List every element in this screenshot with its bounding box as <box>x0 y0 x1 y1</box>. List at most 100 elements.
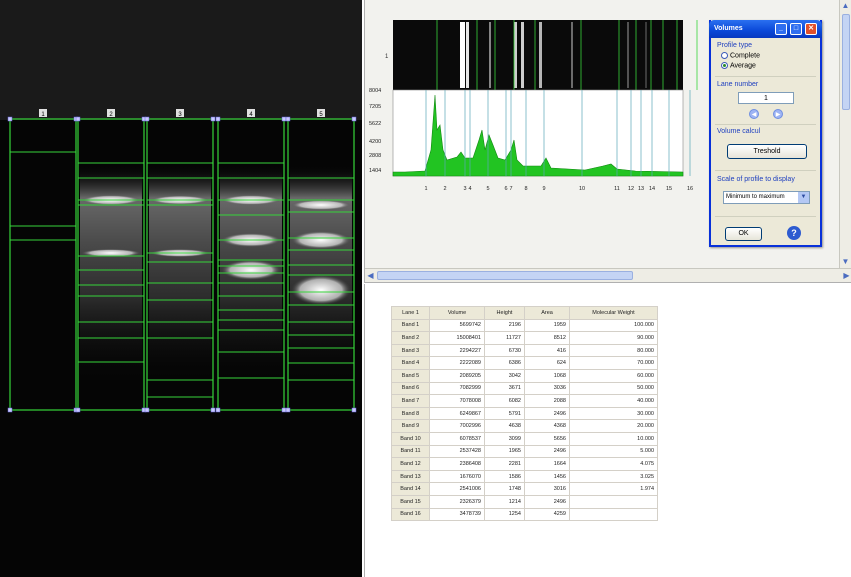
table-row[interactable]: Band 6 7082999 3671 3036 50.000 <box>391 381 658 396</box>
table-cell: 15008401 <box>429 331 485 345</box>
scale-select-value: Minimum to maximum <box>726 194 785 200</box>
volumes-dialog: Volumes _ □ ✕ Profile type Complete Aver… <box>709 20 822 247</box>
lane-handle[interactable] <box>215 116 221 122</box>
table-cell: 2222089 <box>429 356 485 370</box>
table-row[interactable]: Band 7 7078008 6082 2088 40.000 <box>391 394 658 408</box>
table-cell: 2326379 <box>429 494 485 509</box>
table-cell: 5656 <box>524 431 570 446</box>
lane-outline[interactable] <box>77 118 145 411</box>
table-row[interactable]: Band 16 3478739 1254 4259 <box>391 507 658 522</box>
lane-handle[interactable] <box>75 407 81 413</box>
dialog-title-bar[interactable]: Volumes _ □ ✕ <box>709 20 822 38</box>
table-row[interactable]: Band 8 6249867 5791 2496 30.000 <box>391 406 658 421</box>
gel-image[interactable]: 1 2 3 4 5 <box>0 0 362 577</box>
lane-handle[interactable] <box>351 116 357 122</box>
lane-increment-icon[interactable]: ▶ <box>773 109 783 119</box>
table-cell: 6078537 <box>429 431 485 446</box>
lane-handle[interactable] <box>351 407 357 413</box>
table-header-cell[interactable]: Molecular Weight <box>569 306 658 320</box>
scale-label: Scale of profile to display <box>717 176 795 183</box>
lane-outline[interactable] <box>146 118 214 411</box>
table-row[interactable]: Band 10 6078537 3099 5656 10.000 <box>391 431 658 446</box>
scroll-right-icon[interactable]: ▶ <box>843 271 850 280</box>
profile-type-label: Profile type <box>717 42 753 49</box>
maximize-icon[interactable]: □ <box>790 23 802 35</box>
table-header-cell[interactable]: Area <box>524 306 570 320</box>
lane-handle[interactable] <box>210 116 216 122</box>
table-row[interactable]: Band 5 2089205 3042 1068 60.000 <box>391 368 658 383</box>
table-row[interactable]: Band 15 2326379 1214 2496 <box>391 494 658 509</box>
table-row[interactable]: Band 14 2541006 1748 3016 1.974 <box>391 482 658 496</box>
close-icon[interactable]: ✕ <box>805 23 817 35</box>
lane-handle[interactable] <box>285 407 291 413</box>
table-cell: 6082 <box>484 394 525 408</box>
table-row[interactable]: Band 1 5699742 2196 1959 100.000 <box>391 318 658 333</box>
chevron-down-icon[interactable]: ▼ <box>798 192 809 203</box>
table-row[interactable]: Band 3 2294227 6730 416 80.000 <box>391 343 658 358</box>
vertical-scroll-thumb[interactable] <box>842 14 850 110</box>
peak-label: 10 <box>579 186 585 192</box>
scroll-down-icon[interactable]: ▼ <box>841 257 850 266</box>
lane-handle[interactable] <box>7 407 13 413</box>
table-cell: 2281 <box>484 457 525 471</box>
table-cell: 3671 <box>484 381 525 396</box>
table-cell: 1676070 <box>429 469 485 484</box>
lane-handle[interactable] <box>75 116 81 122</box>
table-cell: 2496 <box>524 444 570 459</box>
table-header-cell[interactable]: Height <box>484 306 525 320</box>
table-cell: 4.075 <box>569 457 658 471</box>
table-row[interactable]: Band 9 7002996 4638 4368 20.000 <box>391 419 658 433</box>
peak-label: 8 <box>524 186 527 192</box>
horizontal-scroll-thumb[interactable] <box>377 271 633 280</box>
radio-average[interactable]: Average <box>721 62 756 69</box>
table-cell: 1664 <box>524 457 570 471</box>
table-row[interactable]: Band 13 1676070 1586 1456 3.025 <box>391 469 658 484</box>
profile-horizontal-scrollbar[interactable]: ◀ ▶ <box>365 268 851 282</box>
band-row-header: Band 3 <box>391 343 430 358</box>
lane-handle[interactable] <box>210 407 216 413</box>
profile-strip-band <box>645 22 647 88</box>
lane-outline[interactable] <box>9 118 77 411</box>
peak-label: 15 <box>666 186 672 192</box>
radio-complete[interactable]: Complete <box>721 52 760 59</box>
lane-handle[interactable] <box>281 407 287 413</box>
gel-image-panel[interactable]: 1 2 3 4 5 <box>0 0 362 577</box>
scroll-up-icon[interactable]: ▲ <box>841 1 850 10</box>
lane-handle[interactable] <box>7 116 13 122</box>
table-header-cell[interactable]: Lane 1 <box>391 306 430 320</box>
table-cell: 1068 <box>524 368 570 383</box>
peak-label: 13 <box>638 186 644 192</box>
profile-y-tick: 1404 <box>369 168 381 174</box>
table-row[interactable]: Band 2 15008401 11727 8512 90.000 <box>391 331 658 345</box>
radio-average-icon[interactable] <box>721 62 728 69</box>
table-header-cell[interactable]: Volume <box>429 306 485 320</box>
table-cell: 7078008 <box>429 394 485 408</box>
lane-number-badge <box>107 109 115 117</box>
band-row-header: Band 8 <box>391 406 430 421</box>
lane-handle[interactable] <box>281 116 287 122</box>
lane-decrement-icon[interactable]: ◀ <box>749 109 759 119</box>
profile-vertical-scrollbar[interactable]: ▲ ▼ <box>839 0 851 269</box>
lane-outline[interactable] <box>217 118 285 411</box>
table-cell: 90.000 <box>569 331 658 345</box>
profile-y-tick: 7205 <box>369 104 381 110</box>
lane-handle[interactable] <box>144 116 150 122</box>
lane-handle[interactable] <box>285 116 291 122</box>
table-row[interactable]: Band 11 2537428 1965 2496 5.000 <box>391 444 658 459</box>
table-row[interactable]: Band 12 2386408 2281 1664 4.075 <box>391 457 658 471</box>
lane-number-input[interactable]: 1 <box>738 92 794 104</box>
lane-handle[interactable] <box>144 407 150 413</box>
gel-band <box>81 249 141 257</box>
lane-handle[interactable] <box>215 407 221 413</box>
table-row[interactable]: Band 4 2222089 6386 624 70.000 <box>391 356 658 370</box>
ok-button[interactable]: OK <box>725 227 762 241</box>
minimize-icon[interactable]: _ <box>775 23 787 35</box>
table-cell: 624 <box>524 356 570 370</box>
table-cell: 2196 <box>484 318 525 333</box>
help-icon[interactable]: ? <box>787 226 801 240</box>
scale-select[interactable]: Minimum to maximum ▼ <box>723 191 810 204</box>
scroll-left-icon[interactable]: ◀ <box>367 271 374 280</box>
radio-complete-icon[interactable] <box>721 52 728 59</box>
threshold-button[interactable]: Treshold <box>727 144 807 159</box>
